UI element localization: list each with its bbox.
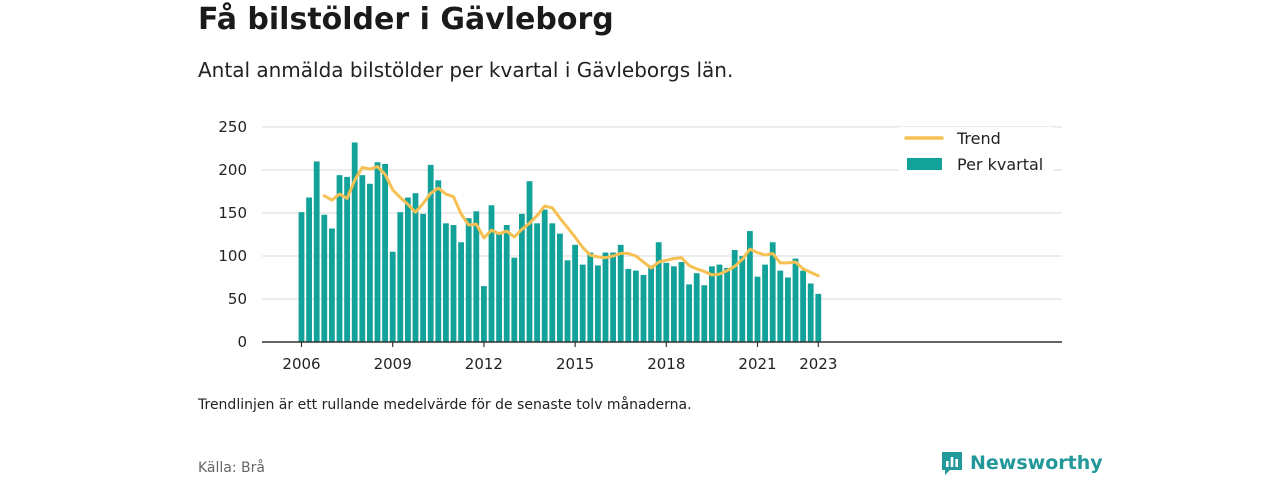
bar-per-kvartal [374,162,381,342]
legend-label-trend: Trend [956,129,1001,148]
bar-per-kvartal [549,223,556,342]
y-tick-label: 50 [228,290,247,308]
bar-per-kvartal [754,276,761,342]
bar-per-kvartal [709,266,715,342]
bar-per-kvartal [655,242,662,342]
bar-per-kvartal [693,273,700,342]
y-tick-label: 0 [237,333,247,351]
bar-per-kvartal [329,228,335,342]
x-tick-label: 2009 [374,355,412,373]
bar-per-kvartal [450,225,457,342]
bar-per-kvartal [443,223,449,342]
trend-footnote: Trendlinjen är ett rullande medelvärde f… [198,397,692,413]
bar-per-kvartal [572,244,578,342]
bar-per-kvartal [465,218,472,342]
legend-swatch-per-kvartal [907,158,942,170]
x-tick-label: 2012 [465,355,503,373]
bar-per-kvartal [678,262,685,342]
bar-per-kvartal [367,183,373,342]
bar-per-kvartal [663,262,670,342]
bar-per-kvartal [496,232,502,342]
chart-canvas: 0 50 100 150 200 250 2006 2009 2012 2015 2018 2021 2… [218,118,1062,373]
bar-per-kvartal [648,265,654,342]
brand-logo: Newsworthy [940,450,1103,476]
bar-per-kvartal [807,283,814,342]
bar-per-kvartal [427,164,434,342]
bar-per-kvartal [298,212,305,342]
bar-per-kvartal [564,260,571,342]
bar-per-kvartal [359,175,366,342]
bar-per-kvartal [671,266,677,342]
bar-per-kvartal [389,251,396,342]
x-tick-label: 2018 [647,355,685,373]
brand-name: Newsworthy [970,452,1103,474]
bar-per-kvartal [473,211,480,342]
bar-per-kvartal [541,209,548,342]
bar-per-kvartal [344,176,350,342]
bar-per-kvartal [747,231,753,342]
bar-per-kvartal [435,180,442,342]
bar-per-kvartal [306,197,312,342]
y-tick-label: 150 [218,204,247,222]
newsworthy-logo-icon [942,452,962,475]
bar-per-kvartal [321,214,328,342]
trend-line-layer [322,165,820,278]
bar-per-kvartal [587,252,594,342]
axes: 0 50 100 150 200 250 2006 2009 2012 2015 2018 2021 2… [218,118,1062,373]
source-label: Källa: Brå [198,460,265,476]
bar-per-kvartal [503,225,510,342]
bars-per-kvartal [298,142,822,342]
bar-per-kvartal [412,193,419,342]
bar-per-kvartal [420,213,426,342]
bar-per-kvartal [800,270,806,342]
x-tick-label: 2006 [282,355,320,373]
bar-per-kvartal [488,205,495,342]
bar-per-kvartal [686,284,692,342]
bar-per-kvartal [313,161,320,342]
legend-background [898,127,1054,179]
bar-per-kvartal [777,270,784,342]
y-tick-label: 250 [218,118,247,136]
bar-per-kvartal [336,175,343,342]
bar-per-kvartal [716,264,723,342]
bar-per-kvartal [762,264,768,342]
chart-subtitle: Antal anmälda bilstölder per kvartal i G… [198,58,734,82]
bar-per-kvartal [625,268,632,342]
x-tick-label: 2023 [799,355,837,373]
bar-per-kvartal [557,233,563,342]
bar-per-kvartal [382,163,388,342]
bar-per-kvartal [731,249,738,342]
chart-title: Få bilstölder i Gävleborg [198,2,614,37]
bar-per-kvartal [458,242,464,342]
x-tick-label: 2015 [556,355,594,373]
bar-per-kvartal [701,285,708,342]
y-tick-label: 100 [218,247,247,265]
bar-per-kvartal [405,197,411,342]
bar-per-kvartal [519,213,525,342]
trend-line [322,165,820,278]
bar-per-kvartal [724,268,730,342]
bar-per-kvartal [640,274,647,342]
bar-per-kvartal [610,252,616,342]
bar-per-kvartal [534,223,540,342]
bar-per-kvartal [481,286,487,342]
bar-per-kvartal [397,212,404,342]
bar-per-kvartal [602,252,609,342]
bar-per-kvartal [579,264,586,342]
bar-per-kvartal [815,293,822,342]
bar-per-kvartal [351,142,358,342]
legend: Trend Per kvartal [898,127,1054,179]
y-tick-label: 200 [218,161,247,179]
bar-per-kvartal [511,257,518,342]
bar-per-kvartal [769,242,776,342]
bar-per-kvartal [526,181,533,342]
x-tick-label: 2021 [738,355,776,373]
bar-per-kvartal [617,244,624,342]
bar-per-kvartal [595,265,601,342]
bar-per-kvartal [633,270,639,342]
bar-per-kvartal [792,258,799,342]
bar-per-kvartal [785,277,791,342]
bar-per-kvartal [739,256,746,342]
legend-label-per-kvartal: Per kvartal [957,155,1043,174]
